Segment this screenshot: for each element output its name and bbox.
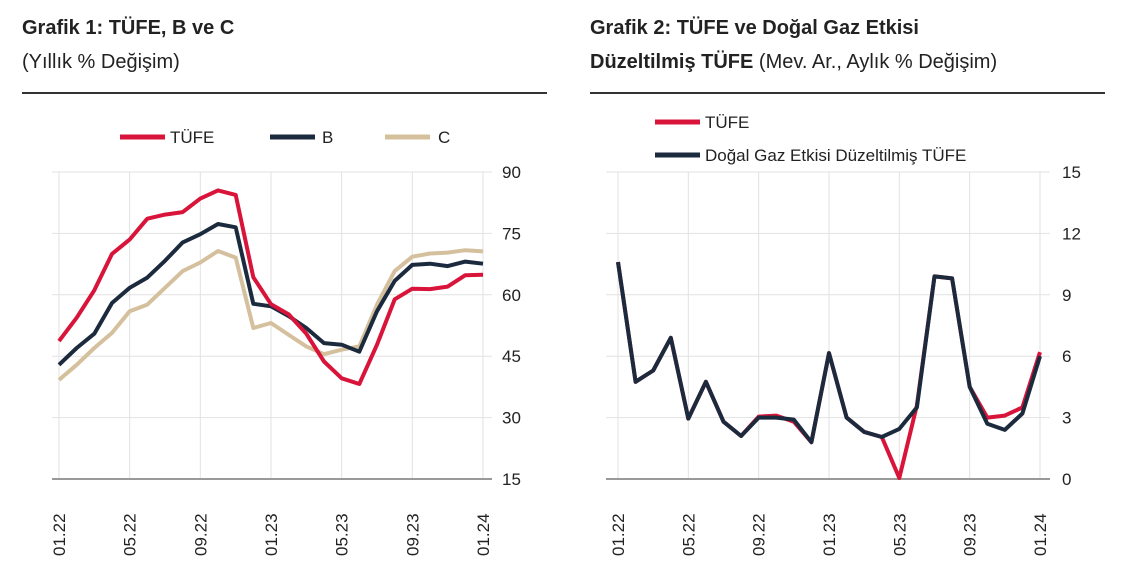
chart2-x-tick: 05.23 <box>890 513 909 556</box>
chart2-title: Grafik 2: TÜFE ve Doğal Gaz Etkisi <box>590 17 919 39</box>
chart2-x-tick: 09.22 <box>750 513 769 556</box>
chart1-y-tick: 75 <box>502 224 521 243</box>
chart1-subtitle: (Yıllık % Değişim) <box>22 51 180 73</box>
chart1-x-tick: 09.22 <box>191 513 210 556</box>
chart2-y-tick: 0 <box>1062 470 1071 489</box>
chart2-x-tick: 01.22 <box>609 513 628 556</box>
chart1-title: Grafik 1: TÜFE, B ve C <box>22 17 235 39</box>
chart1-y-tick: 90 <box>502 163 521 182</box>
chart2-x-tick: 01.24 <box>1031 513 1050 556</box>
chart1-x-tick: 01.23 <box>262 513 281 556</box>
chart1-y-tick: 15 <box>502 470 521 489</box>
chart1-legend-label: C <box>438 128 450 147</box>
chart1-x-tick: 01.24 <box>474 513 493 556</box>
chart2-y-tick: 9 <box>1062 286 1071 305</box>
chart1-x-tick: 09.23 <box>403 513 422 556</box>
chart1-x-tick: 01.22 <box>50 513 69 556</box>
chart2-x-tick: 09.23 <box>961 513 980 556</box>
chart2-legend-label: TÜFE <box>705 113 749 132</box>
chart2-x-tick: 01.23 <box>820 513 839 556</box>
chart2-y-tick: 3 <box>1062 409 1071 428</box>
chart1-y-tick: 45 <box>502 347 521 366</box>
chart1-legend-label: TÜFE <box>170 128 214 147</box>
chart1-y-tick: 30 <box>502 409 521 428</box>
chart1-title-rule <box>22 92 547 94</box>
chart2-x-tick: 05.22 <box>679 513 698 556</box>
chart2-y-tick: 15 <box>1062 163 1081 182</box>
chart1-x-tick: 05.23 <box>333 513 352 556</box>
chart2-subtitle: Düzeltilmiş TÜFE (Mev. Ar., Aylık % Deği… <box>590 51 998 73</box>
chart2-y-tick: 6 <box>1062 347 1071 366</box>
chart2-legend-label: Doğal Gaz Etkisi Düzeltilmiş TÜFE <box>705 146 966 165</box>
chart1-legend-label: B <box>322 128 333 147</box>
chart2-y-tick: 12 <box>1062 224 1081 243</box>
chart1-x-tick: 05.22 <box>121 513 140 556</box>
chart2-title-rule <box>590 92 1105 94</box>
chart1-y-tick: 60 <box>502 286 521 305</box>
